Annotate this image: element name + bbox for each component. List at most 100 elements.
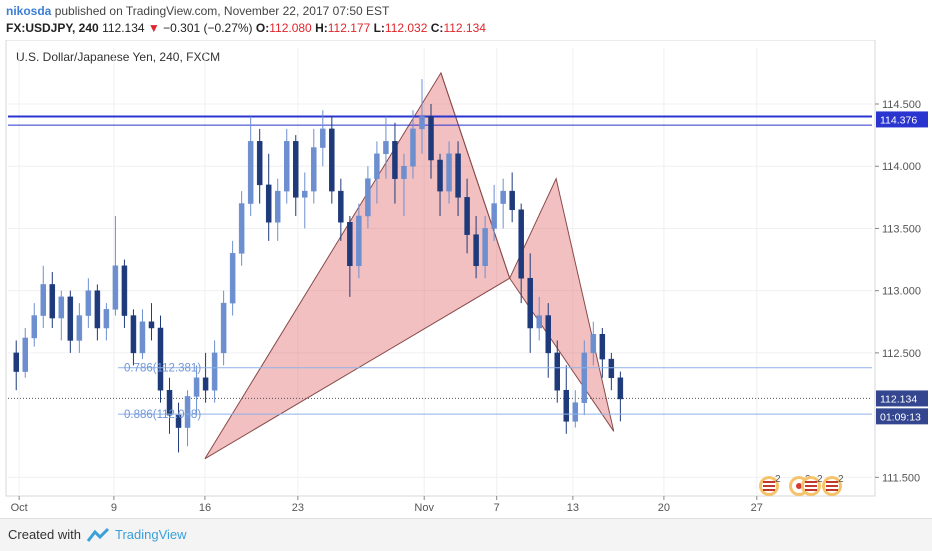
candle-body [446, 153, 452, 192]
candle-body [103, 309, 110, 329]
footer: Created with TradingView [0, 518, 932, 551]
symbol-label[interactable]: FX:USDJPY, 240 [6, 21, 99, 35]
candle-body [572, 402, 579, 422]
candle-body [365, 178, 371, 217]
candle-body [374, 153, 380, 179]
x-tick-label: 20 [658, 502, 670, 514]
candle-body [311, 147, 317, 192]
candle-body [184, 396, 191, 428]
fib-label: 0.786(112.381) [124, 363, 201, 375]
candle-body [437, 159, 443, 192]
change-value: −0.301 (−0.27%) [163, 21, 253, 35]
candle-body [274, 190, 281, 223]
candle-body [482, 228, 488, 267]
high-label: H: [315, 21, 328, 35]
y-tick-label: 113.000 [882, 286, 921, 298]
price-tag-label: 112.134 [880, 393, 917, 405]
candle-body [338, 190, 344, 223]
open-value: 112.080 [269, 21, 312, 35]
candle-body [148, 321, 155, 329]
candle-body [491, 203, 497, 229]
candle-body [392, 141, 398, 179]
candle-body [545, 315, 551, 354]
candle-body [139, 321, 146, 354]
candle-body [13, 352, 19, 372]
candle-body [247, 141, 254, 204]
y-tick-label: 114.000 [882, 161, 921, 173]
candles [13, 79, 624, 453]
candle-body [599, 333, 606, 360]
chart-canvas[interactable]: U.S. Dollar/Japanese Yen, 240, FXCM 0.78… [0, 40, 932, 518]
price-tag-box [876, 390, 928, 407]
us-flag-icon[interactable]: 2 [759, 474, 781, 496]
ohlc-line: FX:USDJPY, 240 112.134 ▼ −0.301 (−0.27%)… [6, 21, 486, 35]
candle-body [383, 141, 389, 155]
candle-body [238, 203, 245, 254]
candle-body [509, 190, 515, 211]
flag-count: 2 [775, 474, 781, 485]
x-tick-label: 9 [111, 502, 117, 514]
candle-body [76, 315, 83, 341]
tradingview-logo-icon[interactable] [86, 527, 110, 543]
price-tags: 114.376 112.134 01:09:13 [876, 111, 928, 425]
price-tag-label: 114.376 [880, 114, 917, 126]
y-tick-label: 114.500 [882, 99, 921, 111]
candle-body [293, 141, 299, 198]
us-flag-icon[interactable]: 2 [801, 474, 823, 496]
chart-title: U.S. Dollar/Japanese Yen, 240, FXCM [16, 50, 220, 64]
y-axis: 114.500 114.000 113.500 113.000 112.500 111.5… [874, 40, 921, 496]
y-tick-label: 111.500 [882, 472, 920, 484]
candle-body [31, 315, 38, 339]
candle-body [211, 352, 218, 391]
candle-body [157, 327, 164, 391]
candle-body [527, 277, 533, 329]
candle-body [320, 128, 326, 148]
x-axis: Oct 9 16 23 Nov 7 13 20 27 [11, 496, 763, 514]
author-link[interactable]: nikosda [6, 4, 52, 18]
candle-body [49, 284, 56, 319]
candle-body [329, 128, 335, 192]
harmonic-leg [440, 72, 511, 279]
x-tick-label: Oct [11, 502, 28, 514]
candle-body [473, 234, 479, 267]
candle-body [94, 290, 101, 329]
candle-body [464, 197, 470, 235]
candle-body [518, 209, 524, 279]
price-tag-box [876, 408, 928, 425]
x-tick-label: 7 [494, 502, 500, 514]
x-tick-label: 23 [292, 502, 304, 514]
candle-body [563, 389, 570, 422]
tradingview-link[interactable]: TradingView [115, 527, 187, 542]
flag-count: 2 [817, 474, 823, 485]
candle-body [85, 290, 92, 316]
candle-body [256, 141, 263, 186]
candle-body [193, 377, 200, 397]
flag-count: 2 [838, 474, 844, 485]
close-value: 112.134 [443, 21, 486, 35]
candle-body [265, 184, 272, 223]
y-tick-label: 113.500 [882, 223, 921, 235]
horizontal-lines [8, 115, 872, 399]
candle-body [401, 165, 407, 179]
fib-label: 0.886(112.008) [124, 409, 201, 421]
candle-body [58, 296, 65, 319]
candle-body [410, 128, 416, 167]
candle-body [536, 315, 542, 329]
candle-body [428, 116, 434, 161]
candle-body [581, 352, 588, 403]
candle-body [455, 153, 461, 198]
down-arrow-icon: ▼ [147, 21, 160, 35]
x-tick-label: 13 [567, 502, 579, 514]
us-flag-icon[interactable]: 2 [822, 474, 844, 496]
fib-levels: 0.786(112.381) 0.886(112.008) [118, 363, 872, 421]
candle-body [40, 284, 47, 316]
candle-body [356, 215, 362, 267]
created-with-label: Created with [8, 527, 81, 542]
low-label: L: [373, 21, 385, 35]
candle-body [283, 141, 290, 192]
high-value: 112.177 [327, 21, 371, 35]
candle-body [220, 302, 227, 354]
candle-body [130, 315, 137, 354]
event-flags[interactable]: 2 2 2 2 [759, 474, 844, 496]
candle-body [112, 265, 119, 310]
